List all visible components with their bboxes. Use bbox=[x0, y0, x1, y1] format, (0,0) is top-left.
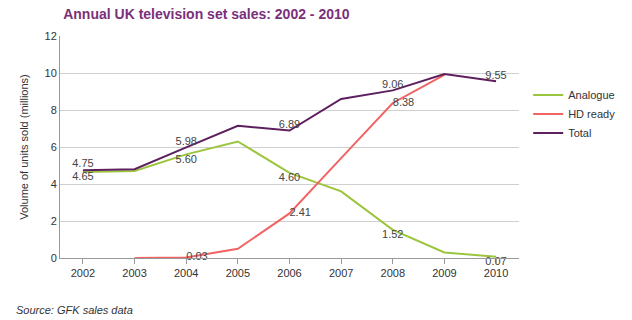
svg-text:0.07: 0.07 bbox=[485, 255, 506, 267]
svg-text:9.55: 9.55 bbox=[485, 69, 506, 81]
svg-text:8.38: 8.38 bbox=[393, 96, 414, 108]
svg-text:6.89: 6.89 bbox=[279, 118, 300, 130]
svg-text:2: 2 bbox=[51, 215, 57, 227]
svg-text:2007: 2007 bbox=[329, 267, 353, 279]
svg-text:2.41: 2.41 bbox=[290, 206, 311, 218]
svg-text:9.06: 9.06 bbox=[382, 78, 403, 90]
svg-text:6: 6 bbox=[51, 141, 57, 153]
svg-text:2002: 2002 bbox=[71, 267, 95, 279]
svg-text:0: 0 bbox=[51, 252, 57, 264]
svg-text:10: 10 bbox=[45, 67, 57, 79]
svg-text:Total: Total bbox=[568, 127, 591, 139]
svg-text:2005: 2005 bbox=[226, 267, 250, 279]
svg-text:4.65: 4.65 bbox=[72, 170, 93, 182]
svg-text:Analogue: Analogue bbox=[568, 89, 615, 101]
svg-text:HD ready: HD ready bbox=[568, 108, 615, 120]
svg-text:2008: 2008 bbox=[381, 267, 405, 279]
svg-text:0.03: 0.03 bbox=[186, 250, 207, 262]
svg-text:2009: 2009 bbox=[432, 267, 456, 279]
svg-text:2003: 2003 bbox=[122, 267, 146, 279]
svg-text:Volume of units sold (millions: Volume of units sold (millions) bbox=[18, 74, 30, 220]
svg-text:Annual UK television set sales: Annual UK television set sales: 2002 - 2… bbox=[63, 6, 350, 22]
svg-text:5.60: 5.60 bbox=[176, 153, 197, 165]
svg-text:4.75: 4.75 bbox=[72, 157, 93, 169]
svg-text:2010: 2010 bbox=[484, 267, 508, 279]
svg-text:1.52: 1.52 bbox=[382, 228, 403, 240]
svg-text:Source: GFK sales data: Source: GFK sales data bbox=[16, 304, 133, 316]
svg-text:4.60: 4.60 bbox=[279, 171, 300, 183]
svg-text:4: 4 bbox=[51, 178, 57, 190]
svg-text:8: 8 bbox=[51, 104, 57, 116]
svg-text:5.98: 5.98 bbox=[176, 135, 197, 147]
svg-text:12: 12 bbox=[45, 30, 57, 42]
svg-text:2006: 2006 bbox=[277, 267, 301, 279]
svg-text:2004: 2004 bbox=[174, 267, 198, 279]
